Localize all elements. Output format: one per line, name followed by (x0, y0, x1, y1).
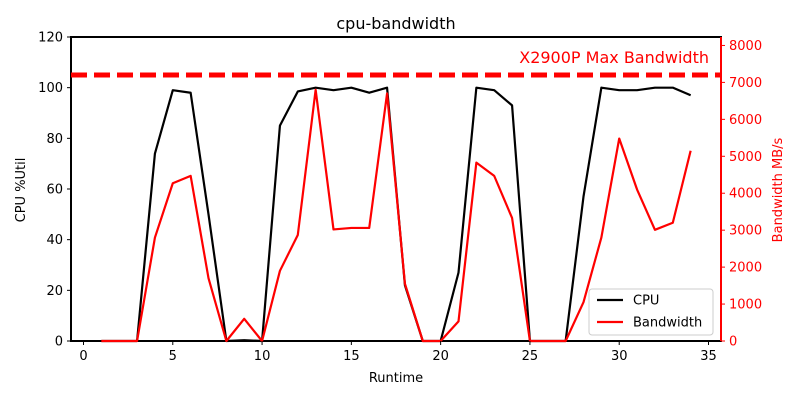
x-axis-ticks: 0 5 10 15 20 25 30 35 (79, 341, 717, 364)
x-tick-label: 30 (611, 349, 628, 364)
x-axis-label: Runtime (369, 371, 423, 386)
y-left-axis-ticks: 0 20 40 60 80 100 120 (38, 31, 71, 350)
x-tick-label: 15 (343, 349, 360, 364)
y-right-axis-ticks: 0 1000 2000 3000 4000 5000 6000 7000 8000 (721, 39, 762, 350)
y-right-tick-label: 7000 (729, 76, 762, 91)
x-tick-label: 25 (522, 349, 539, 364)
y-left-tick-label: 40 (46, 233, 63, 248)
reference-line-group: X2900P Max Bandwidth (71, 48, 721, 78)
y-right-axis-label: Bandwidth MB/s (771, 137, 786, 242)
x-tick-label: 5 (169, 349, 177, 364)
legend-label-bandwidth: Bandwidth (633, 316, 702, 331)
series-line-bandwidth (101, 88, 692, 343)
y-right-tick-label: 5000 (729, 150, 762, 165)
y-left-tick-label: 0 (55, 335, 63, 350)
legend: CPU Bandwidth (588, 288, 714, 336)
series-group (101, 86, 692, 343)
x-tick-label: 0 (79, 349, 87, 364)
y-right-tick-label: 1000 (729, 298, 762, 313)
y-right-tick-label: 3000 (729, 224, 762, 239)
y-right-tick-label: 6000 (729, 113, 762, 128)
reference-line-label: X2900P Max Bandwidth (519, 48, 709, 67)
y-left-tick-label: 20 (46, 284, 63, 299)
y-right-tick-label: 2000 (729, 261, 762, 276)
y-right-tick-label: 0 (729, 335, 737, 350)
x-tick-label: 20 (432, 349, 449, 364)
y-left-tick-label: 60 (46, 183, 63, 198)
y-left-tick-label: 100 (38, 81, 63, 96)
y-left-axis-label: CPU %Util (14, 158, 29, 223)
y-right-tick-label: 8000 (729, 39, 762, 54)
x-tick-label: 10 (254, 349, 271, 364)
x-tick-label: 35 (700, 349, 717, 364)
legend-label-cpu: CPU (633, 294, 659, 309)
chart-title: cpu-bandwidth (336, 14, 455, 33)
y-right-tick-label: 4000 (729, 187, 762, 202)
y-left-tick-label: 80 (46, 132, 63, 147)
y-left-tick-label: 120 (38, 31, 63, 46)
